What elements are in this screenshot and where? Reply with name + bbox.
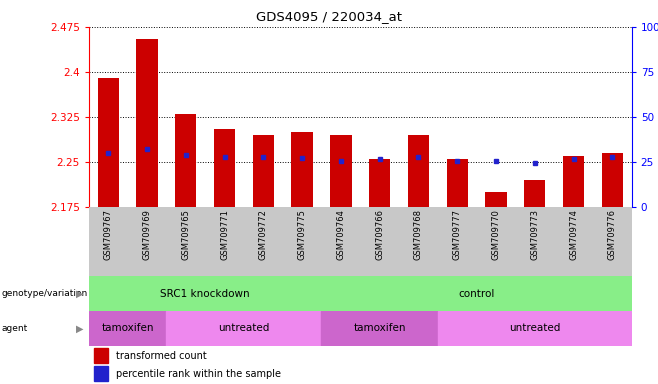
Text: ▶: ▶ [76, 289, 84, 299]
Text: GSM709765: GSM709765 [181, 209, 190, 260]
Text: GDS4095 / 220034_at: GDS4095 / 220034_at [256, 10, 402, 23]
Bar [369, 159, 390, 207]
Bar [524, 180, 545, 207]
Text: untreated: untreated [509, 323, 561, 333]
Bar [330, 135, 351, 207]
Text: GSM709774: GSM709774 [569, 209, 578, 260]
Text: GSM709770: GSM709770 [492, 209, 501, 260]
Text: control: control [459, 289, 495, 299]
Bar [166, 311, 322, 346]
Bar [486, 192, 507, 207]
Bar [563, 156, 584, 207]
Bar [447, 159, 468, 207]
Bar [214, 129, 235, 207]
Bar [601, 153, 623, 207]
Bar [136, 39, 158, 207]
Text: ▶: ▶ [76, 323, 84, 333]
Text: GSM709773: GSM709773 [530, 209, 540, 260]
Text: GSM709776: GSM709776 [608, 209, 617, 260]
Bar [408, 135, 429, 207]
Text: agent: agent [2, 324, 28, 333]
Text: tamoxifen: tamoxifen [353, 323, 406, 333]
Bar [175, 114, 197, 207]
Text: GSM709771: GSM709771 [220, 209, 229, 260]
Bar [97, 78, 119, 207]
Text: GSM709777: GSM709777 [453, 209, 462, 260]
Text: percentile rank within the sample: percentile rank within the sample [116, 369, 281, 379]
Bar [94, 366, 108, 381]
Bar [89, 311, 166, 346]
Text: GSM709775: GSM709775 [297, 209, 307, 260]
Text: tamoxifen: tamoxifen [101, 323, 154, 333]
Bar [89, 276, 322, 311]
Text: GSM709769: GSM709769 [143, 209, 151, 260]
Bar [94, 348, 108, 363]
Text: SRC1 knockdown: SRC1 knockdown [161, 289, 250, 299]
Bar [253, 135, 274, 207]
Text: genotype/variation: genotype/variation [2, 289, 88, 298]
Text: GSM709766: GSM709766 [375, 209, 384, 260]
Text: GSM709768: GSM709768 [414, 209, 423, 260]
Bar [291, 132, 313, 207]
Text: untreated: untreated [218, 323, 270, 333]
Text: transformed count: transformed count [116, 351, 207, 361]
Bar [322, 311, 438, 346]
Bar [438, 311, 632, 346]
Text: GSM709764: GSM709764 [336, 209, 345, 260]
Text: GSM709772: GSM709772 [259, 209, 268, 260]
Bar [322, 276, 632, 311]
Text: GSM709767: GSM709767 [104, 209, 113, 260]
